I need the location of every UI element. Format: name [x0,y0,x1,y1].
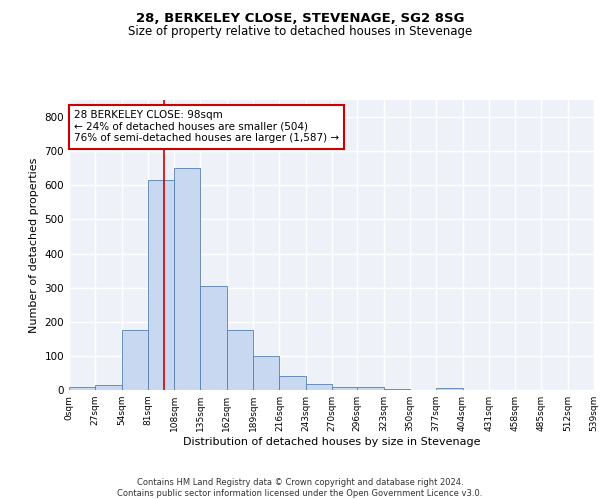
Bar [253,356,280,390]
Text: 28, BERKELEY CLOSE, STEVENAGE, SG2 8SG: 28, BERKELEY CLOSE, STEVENAGE, SG2 8SG [136,12,464,26]
Bar [280,376,305,390]
Bar [383,389,410,390]
Y-axis label: Number of detached properties: Number of detached properties [29,158,39,332]
Bar [148,180,174,390]
Bar [122,330,148,390]
Text: Contains HM Land Registry data © Crown copyright and database right 2024.
Contai: Contains HM Land Registry data © Crown c… [118,478,482,498]
Bar [95,385,122,390]
Text: Size of property relative to detached houses in Stevenage: Size of property relative to detached ho… [128,25,472,38]
X-axis label: Distribution of detached houses by size in Stevenage: Distribution of detached houses by size … [183,437,480,447]
Bar [69,388,95,390]
Bar [436,388,463,390]
Text: 28 BERKELEY CLOSE: 98sqm
← 24% of detached houses are smaller (504)
76% of semi-: 28 BERKELEY CLOSE: 98sqm ← 24% of detach… [74,110,339,144]
Bar [174,168,200,390]
Bar [305,384,332,390]
Bar [200,286,227,390]
Bar [358,388,383,390]
Bar [227,330,253,390]
Bar [332,386,358,390]
